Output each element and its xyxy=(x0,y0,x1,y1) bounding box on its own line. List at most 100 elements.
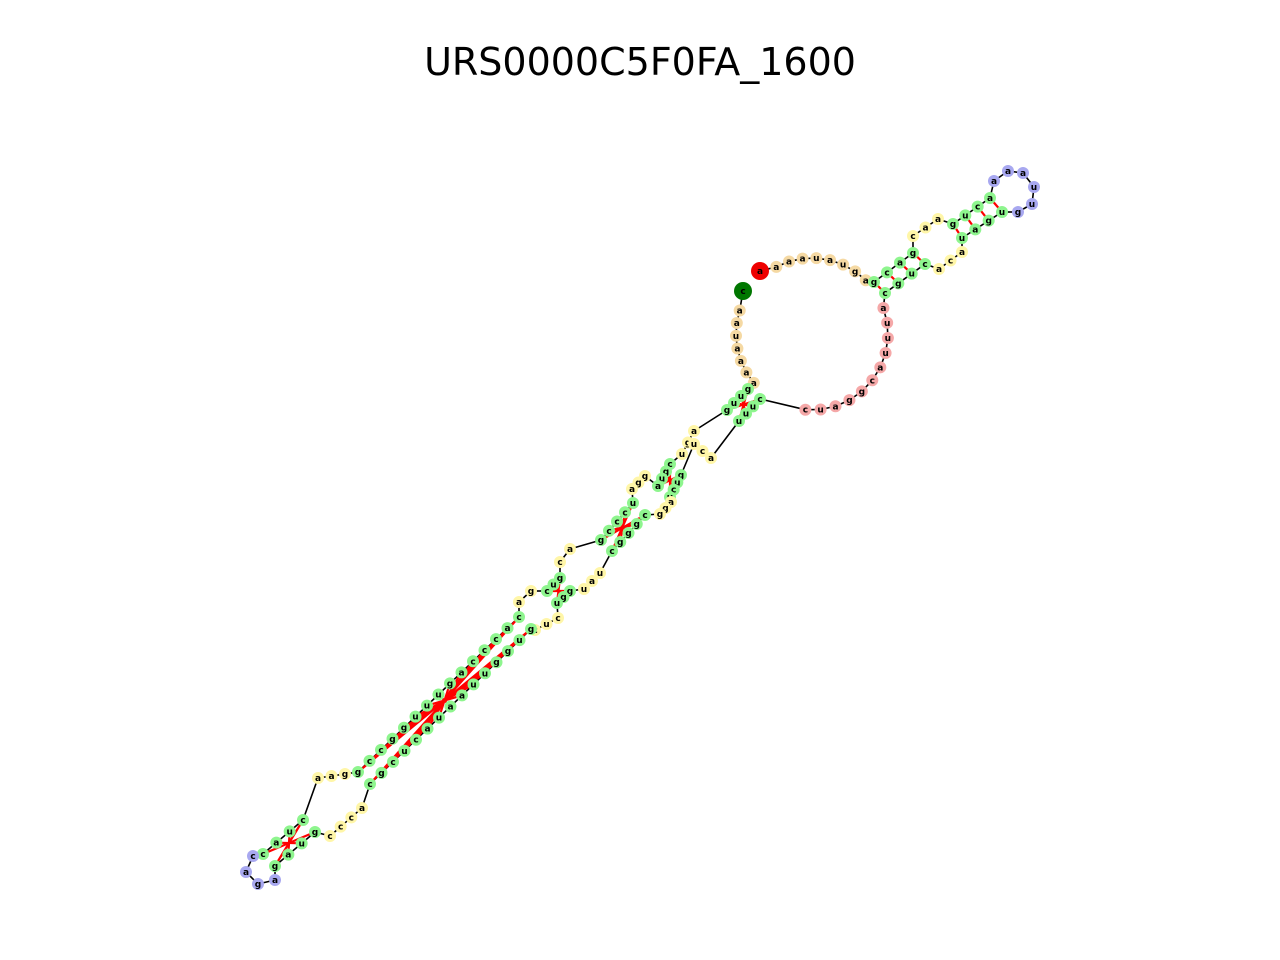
nucleotide-letter: u xyxy=(840,261,846,271)
nucleotide-letter: a xyxy=(1005,167,1011,177)
nucleotide-letter: a xyxy=(504,624,510,634)
multiloop-nucleotide xyxy=(734,354,747,367)
nucleotide-letter: a xyxy=(272,876,278,886)
stem-nucleotide xyxy=(456,689,468,702)
nucleotide-letter: a xyxy=(738,357,744,367)
stem-nucleotide xyxy=(398,721,410,734)
stem-nucleotide xyxy=(513,611,525,623)
nucleotide-letter: a xyxy=(708,454,714,464)
stem-nucleotide xyxy=(595,534,607,546)
multiloop-nucleotide xyxy=(733,304,746,317)
nucleotide-letter: a xyxy=(827,256,833,266)
hairpin-loop-nucleotide xyxy=(269,874,281,886)
nucleotide-letter: c xyxy=(922,260,927,270)
nucleotide-letter: u xyxy=(554,599,560,609)
nucleotide-letter: c xyxy=(557,558,562,568)
nucleotide-letter: c xyxy=(300,816,305,826)
nucleotide-letter: g xyxy=(846,396,852,406)
stem-nucleotide xyxy=(410,733,422,746)
interior-loop-nucleotide xyxy=(356,802,368,814)
interior-loop-nucleotide xyxy=(540,618,553,630)
stem-nucleotide xyxy=(541,585,553,597)
interior-loop-nucleotide xyxy=(705,452,717,464)
nucleotide-letter: c xyxy=(700,447,705,457)
stem-nucleotide xyxy=(892,277,905,290)
nucleotide-letter: g xyxy=(895,279,901,289)
stem-nucleotide xyxy=(879,287,891,299)
nucleotide-letter: c xyxy=(250,852,255,862)
nucleotide-letter: a xyxy=(734,345,740,355)
nucleotide-letter: g xyxy=(985,217,991,227)
nucleotide-letter: g xyxy=(1015,208,1021,218)
nucleotide-letter: u xyxy=(959,234,965,244)
stem-nucleotide xyxy=(502,645,514,658)
nucleotide-letter: u xyxy=(659,475,665,485)
nucleotide-letter: c xyxy=(667,460,672,470)
base-pair-bond xyxy=(357,628,532,773)
stem-nucleotide xyxy=(433,711,445,724)
stem-nucleotide xyxy=(479,667,491,680)
exterior-loop-nucleotide xyxy=(843,394,856,407)
nucleotide-letter: a xyxy=(832,402,838,412)
exterior-loop-nucleotide xyxy=(881,316,894,329)
nucleotide-letter: u xyxy=(1031,183,1037,193)
nucleotide-letter: u xyxy=(581,585,587,595)
nucleotide-letter: a xyxy=(800,255,806,265)
nucleotide-letter: c xyxy=(740,287,745,297)
nucleotide-letter: c xyxy=(544,587,549,597)
nucleotide-letter: u xyxy=(885,334,891,344)
exterior-loop-nucleotide xyxy=(866,374,879,387)
interior-loop-nucleotide xyxy=(676,448,688,460)
nucleotide-letter: u xyxy=(731,399,737,409)
nucleotide-letter: g xyxy=(871,278,877,288)
nucleotide-letter: a xyxy=(987,194,993,204)
exterior-loop-nucleotide xyxy=(855,385,868,398)
exterior-loop-nucleotide xyxy=(881,331,894,344)
nucleotide-letter: g xyxy=(685,439,691,449)
stem-nucleotide xyxy=(297,814,309,826)
nucleotide-letter: a xyxy=(655,482,661,492)
exterior-loop-nucleotide xyxy=(799,403,812,416)
nucleotide-letter: g xyxy=(528,587,534,597)
nucleotide-letter: c xyxy=(555,614,560,624)
nucleotide-letter: a xyxy=(359,804,365,814)
nucleotide-letter: a xyxy=(991,177,997,187)
nucleotide-letter: a xyxy=(273,839,279,849)
stem-nucleotide xyxy=(375,743,387,756)
nucleotide-letter: u xyxy=(436,714,442,724)
multiloop-nucleotide xyxy=(731,342,744,355)
nucleotide-letter: g xyxy=(598,536,604,546)
stem-nucleotide xyxy=(982,214,995,227)
stem-nucleotide xyxy=(947,218,959,230)
nucleotide-letter: u xyxy=(743,410,749,420)
nucleotide-letter: g xyxy=(272,862,278,872)
stem-nucleotide xyxy=(551,597,563,609)
stem-nucleotide xyxy=(409,710,422,723)
nucleotide-letter: g xyxy=(678,471,684,481)
interior-loop-nucleotide xyxy=(554,556,566,568)
stem-nucleotide xyxy=(868,276,880,288)
stem-nucleotide xyxy=(639,509,651,521)
nucleotide-letter: u xyxy=(286,827,292,837)
interior-loop-nucleotide xyxy=(513,596,525,608)
nucleotide-letter: a xyxy=(959,248,965,258)
stem-nucleotide xyxy=(622,527,635,539)
nucleotide-letter: a xyxy=(863,276,869,286)
nucleotide-letter: u xyxy=(679,450,685,460)
nucleotide-letter: c xyxy=(349,813,354,823)
multiloop-nucleotide xyxy=(796,252,809,265)
nucleotide-letter: g xyxy=(401,724,407,734)
interior-loop-nucleotide xyxy=(339,768,351,780)
nucleotide-letter: c xyxy=(338,823,343,833)
nucleotide-letter: a xyxy=(516,598,522,608)
interior-loop-nucleotide xyxy=(564,543,576,555)
multiloop-nucleotide xyxy=(730,316,743,329)
interior-loop-nucleotide xyxy=(334,820,347,833)
nucleotide-letter: a xyxy=(589,577,595,587)
multiloop-nucleotide xyxy=(837,258,850,271)
nucleotide-letter: c xyxy=(870,376,875,386)
interior-loop-nucleotide xyxy=(586,575,598,587)
nucleotide-letter: g xyxy=(852,267,858,277)
